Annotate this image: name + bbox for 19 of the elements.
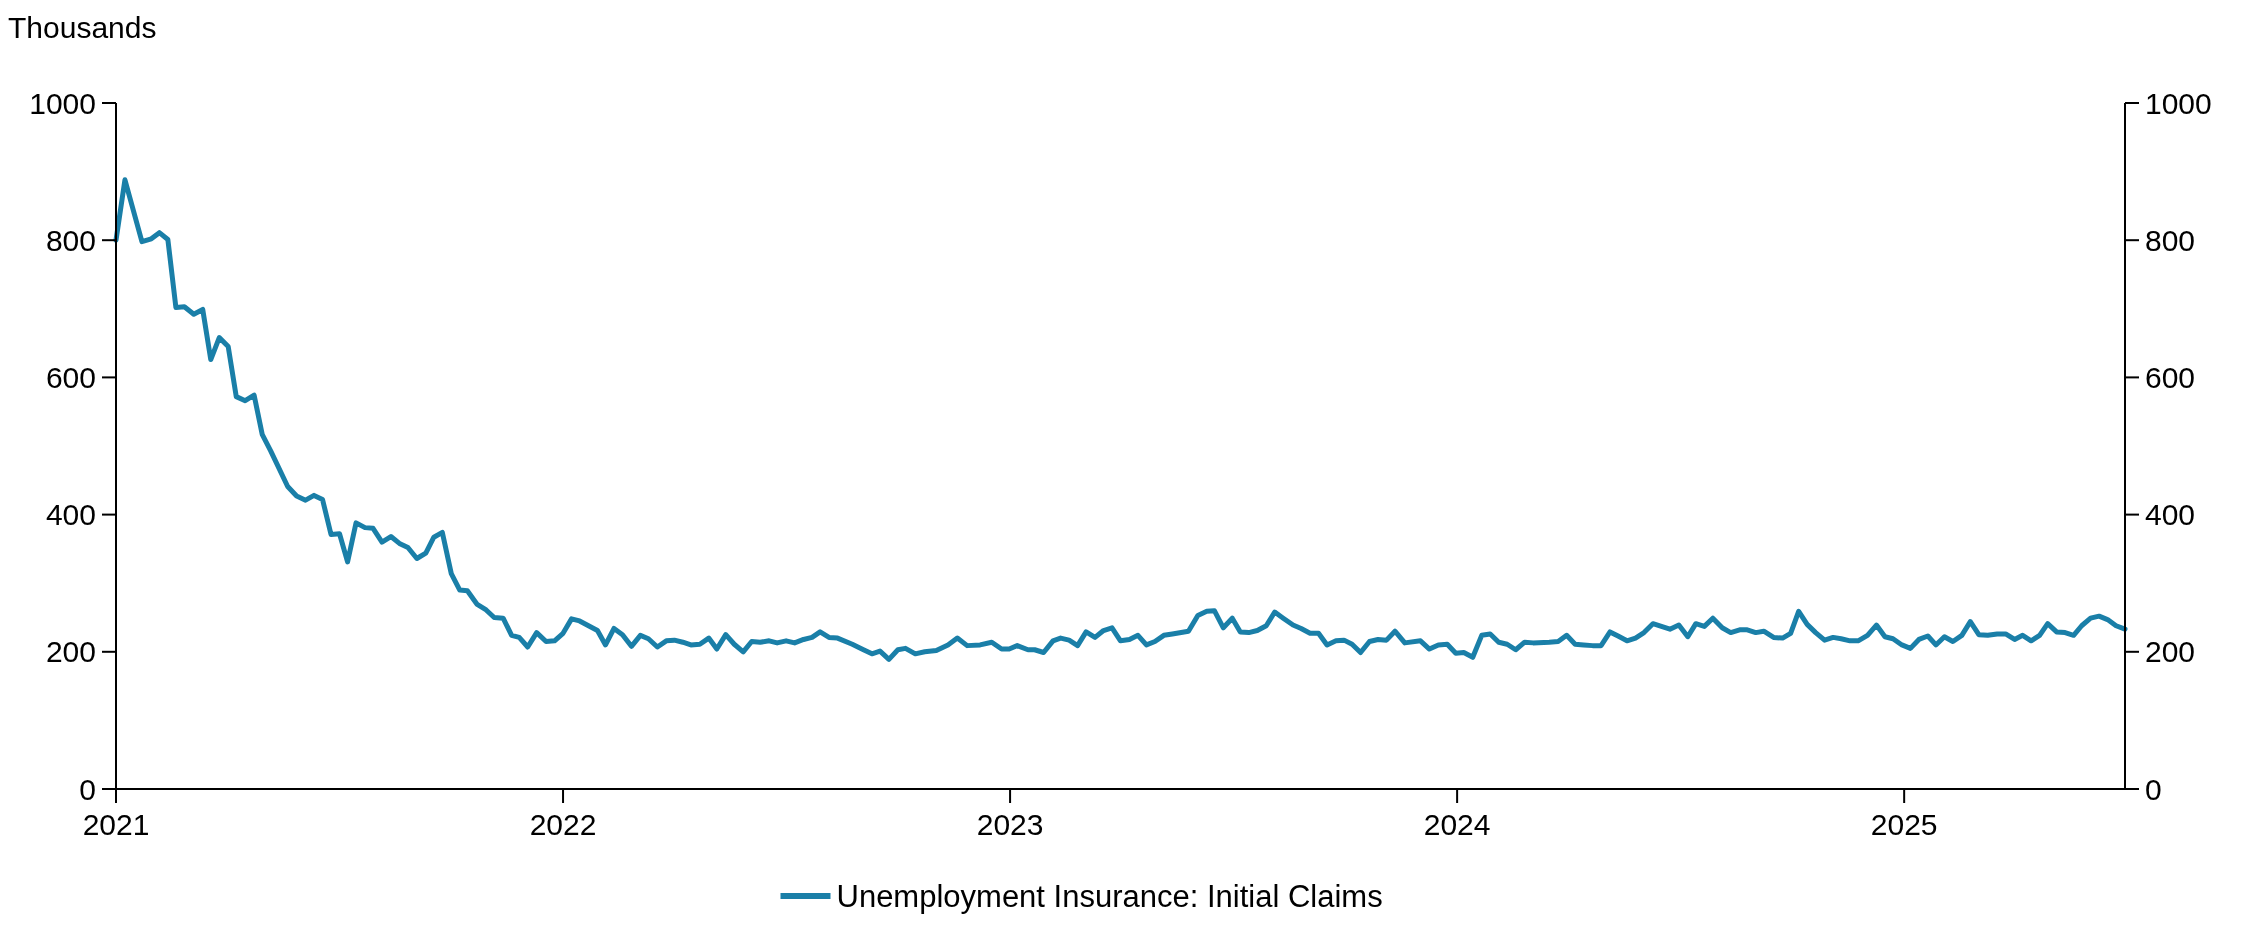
y2-tick-label: 400 xyxy=(2145,498,2196,532)
y2-tick-label: 200 xyxy=(2145,635,2196,669)
y-axis-title: Thousands xyxy=(8,11,157,44)
y2-tick-label: 0 xyxy=(2145,772,2162,806)
y2-tick-label: 800 xyxy=(2145,223,2196,257)
x-tick-label: 2021 xyxy=(82,808,150,841)
x-tick-label: 2024 xyxy=(1423,808,1491,841)
y-tick-label: 400 xyxy=(45,498,96,532)
x-tick-label: 2023 xyxy=(976,808,1044,841)
x-tick-label: 2025 xyxy=(1870,808,1938,841)
y-tick-label: 800 xyxy=(45,223,96,257)
y2-tick-label: 1000 xyxy=(2145,86,2212,120)
y-tick-label: 1000 xyxy=(29,86,96,120)
x-tick-label: 2022 xyxy=(529,808,597,841)
legend-label: Unemployment Insurance: Initial Claims xyxy=(836,878,1383,914)
y2-tick-label: 600 xyxy=(2145,360,2196,394)
y-tick-label: 0 xyxy=(79,772,96,806)
y-tick-label: 600 xyxy=(45,360,96,394)
y-tick-label: 200 xyxy=(45,635,96,669)
